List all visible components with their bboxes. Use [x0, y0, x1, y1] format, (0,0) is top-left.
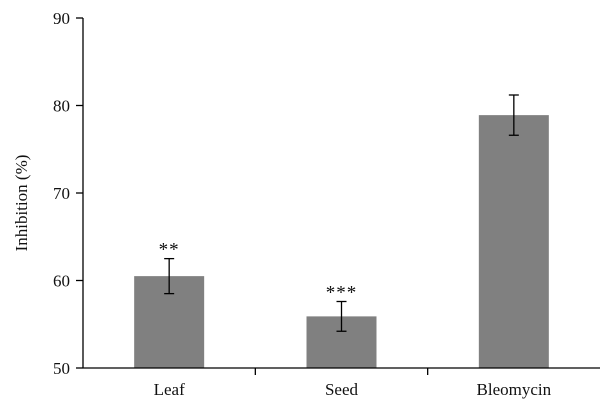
y-tick-label: 60	[53, 272, 70, 291]
significance-label: ***	[326, 283, 358, 304]
error-bars	[164, 94, 519, 332]
x-axis-ticks: Leaf Seed Bleomycin	[154, 368, 552, 399]
x-tick-label: Bleomycin	[477, 380, 552, 399]
x-tick-label: Seed	[325, 380, 359, 399]
significance-label: **	[159, 240, 180, 261]
y-axis-label: Inhibition (%)	[12, 155, 31, 252]
x-tick-label: Leaf	[154, 380, 185, 399]
y-tick-label: 80	[53, 97, 70, 116]
y-tick-label: 90	[53, 9, 70, 28]
y-tick-label: 70	[53, 184, 70, 203]
error-bar	[336, 300, 347, 332]
y-tick-label: 50	[53, 359, 70, 378]
bar-bleomycin	[478, 115, 549, 368]
error-bar	[164, 257, 175, 295]
y-axis-ticks: 50 60 70 80 90	[53, 9, 83, 378]
error-bar	[508, 94, 519, 136]
significance-markers: *****	[159, 240, 358, 304]
plot-area: *****	[134, 94, 549, 368]
